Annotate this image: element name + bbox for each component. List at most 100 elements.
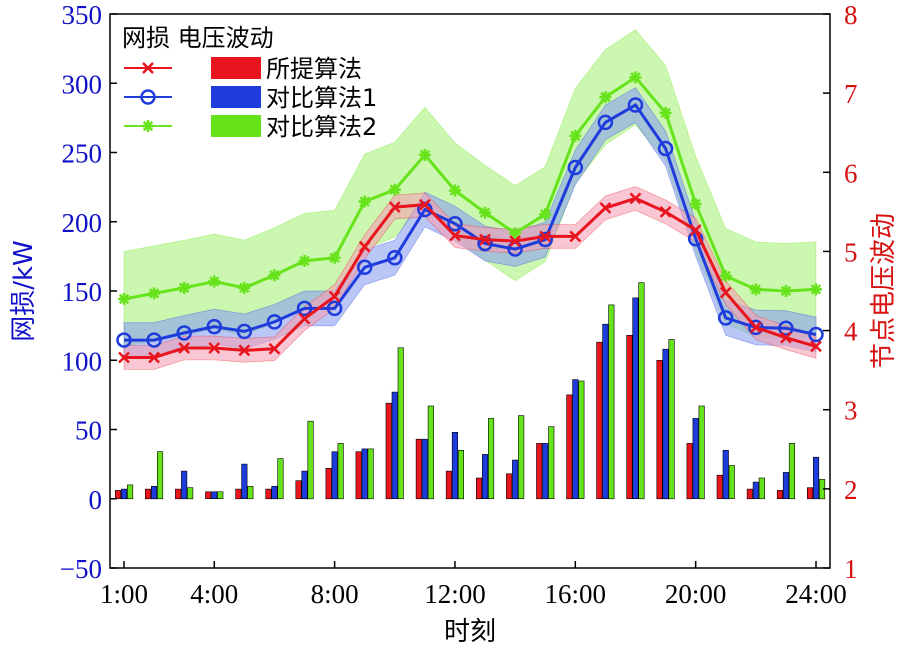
- bar-compare2-19: [668, 339, 675, 500]
- x-tick-label: 8:00: [311, 579, 359, 609]
- bar-compare1-5: [241, 463, 248, 500]
- bar-compare2-16: [578, 380, 585, 499]
- point-compare2-15: [539, 208, 552, 221]
- x-tick-label: 4:00: [190, 579, 238, 609]
- point-compare1-10: [387, 250, 403, 266]
- point-proposed-16: [569, 230, 582, 243]
- bar-compare1-4: [211, 491, 218, 499]
- left-tick-label: 350: [62, 0, 103, 30]
- bar-compare1-21: [722, 449, 729, 500]
- point-compare2-5: [238, 281, 251, 294]
- left-y-axis-label: 网损/kW: [9, 240, 39, 342]
- bar-layer: [115, 282, 826, 500]
- point-proposed-10: [388, 201, 401, 213]
- point-proposed-18: [629, 192, 642, 205]
- legend-title: 网损 电压波动: [122, 24, 274, 52]
- bar-compare2-13: [487, 418, 495, 499]
- legend-swatch-proposed: [211, 57, 261, 79]
- bar-compare2-17: [608, 304, 615, 500]
- point-compare2-10: [388, 183, 401, 196]
- bar-compare1-13: [481, 454, 489, 499]
- x-tick-label: 24:00: [785, 579, 847, 609]
- left-tick-label: 200: [62, 208, 103, 238]
- point-compare2-19: [659, 106, 672, 119]
- bar-proposed-2: [145, 488, 152, 500]
- left-tick-label: 50: [75, 416, 102, 446]
- left-tick-label: 300: [62, 69, 103, 99]
- bar-compare2-5: [247, 485, 254, 500]
- point-proposed-2: [148, 351, 160, 364]
- bar-proposed-5: [235, 488, 242, 500]
- legend-label-proposed: 所提算法: [266, 55, 362, 83]
- point-compare2-6: [268, 269, 281, 282]
- right-tick-label: 6: [844, 158, 858, 188]
- bar-proposed-6: [265, 488, 272, 500]
- point-compare1-6: [266, 314, 283, 330]
- point-compare2-20: [689, 197, 702, 210]
- bar-compare2-14: [518, 415, 525, 500]
- point-proposed-8: [328, 290, 341, 303]
- bar-compare2-23: [788, 443, 796, 500]
- point-compare2-24: [810, 283, 822, 296]
- bar-compare1-24: [812, 456, 820, 500]
- bar-compare1-6: [271, 485, 278, 500]
- legend-swatch-compare1: [211, 86, 261, 108]
- bar-proposed-12: [445, 470, 453, 500]
- bar-proposed-8: [325, 467, 332, 500]
- point-proposed-19: [659, 205, 672, 218]
- line-layer: [116, 71, 824, 364]
- point-proposed-24: [810, 340, 822, 353]
- bar-compare1-16: [572, 379, 579, 500]
- x-tick-label: 20:00: [665, 579, 727, 609]
- point-compare1-1: [116, 332, 132, 348]
- bar-proposed-15: [536, 443, 543, 500]
- point-proposed-15: [539, 230, 552, 243]
- point-compare2-1: [118, 292, 130, 305]
- bar-compare2-4: [217, 491, 224, 499]
- right-tick-label: 3: [844, 396, 858, 426]
- point-compare2-14: [509, 227, 522, 240]
- point-compare2-18: [629, 71, 642, 84]
- x-tick-label: 1:00: [100, 579, 148, 609]
- point-compare1-9: [356, 259, 373, 276]
- point-proposed-13: [479, 233, 491, 246]
- point-proposed-7: [298, 312, 311, 325]
- point-compare1-17: [597, 114, 614, 131]
- point-compare2-17: [599, 91, 612, 104]
- point-proposed-3: [178, 342, 191, 354]
- point-proposed-1: [118, 351, 130, 364]
- right-tick-label: 5: [844, 237, 858, 267]
- bar-compare1-22: [752, 481, 759, 500]
- bar-proposed-19: [656, 359, 663, 500]
- left-tick-label: 100: [62, 346, 103, 376]
- legend-swatch-compare2: [211, 115, 261, 137]
- bar-compare2-7: [307, 420, 314, 500]
- point-compare1-12: [447, 215, 463, 232]
- bar-proposed-24: [806, 487, 814, 500]
- x-tick-label: 16:00: [545, 579, 607, 609]
- bar-compare2-8: [337, 443, 344, 500]
- point-proposed-22: [749, 321, 762, 334]
- right-tick-label: 4: [844, 317, 858, 347]
- point-proposed-17: [599, 202, 612, 214]
- point-compare1-21: [717, 310, 734, 326]
- bar-compare2-2: [157, 451, 164, 500]
- left-tick-label: 0: [89, 485, 103, 515]
- point-proposed-12: [449, 229, 461, 242]
- point-proposed-11: [418, 198, 431, 211]
- point-proposed-9: [358, 240, 371, 253]
- legend-marker-compare1: [140, 89, 156, 105]
- point-compare2-7: [298, 254, 311, 267]
- bar-compare1-17: [602, 323, 609, 500]
- legend-marker-compare2: [142, 120, 154, 132]
- band-layer: [123, 29, 817, 370]
- x-axis-label: 时刻: [444, 617, 496, 647]
- point-compare2-4: [208, 275, 221, 288]
- bar-compare2-21: [728, 465, 735, 500]
- bar-proposed-4: [205, 491, 212, 499]
- bar-proposed-22: [746, 488, 753, 500]
- bar-compare2-1: [127, 484, 134, 500]
- point-compare1-4: [206, 318, 223, 335]
- point-compare1-5: [236, 323, 253, 340]
